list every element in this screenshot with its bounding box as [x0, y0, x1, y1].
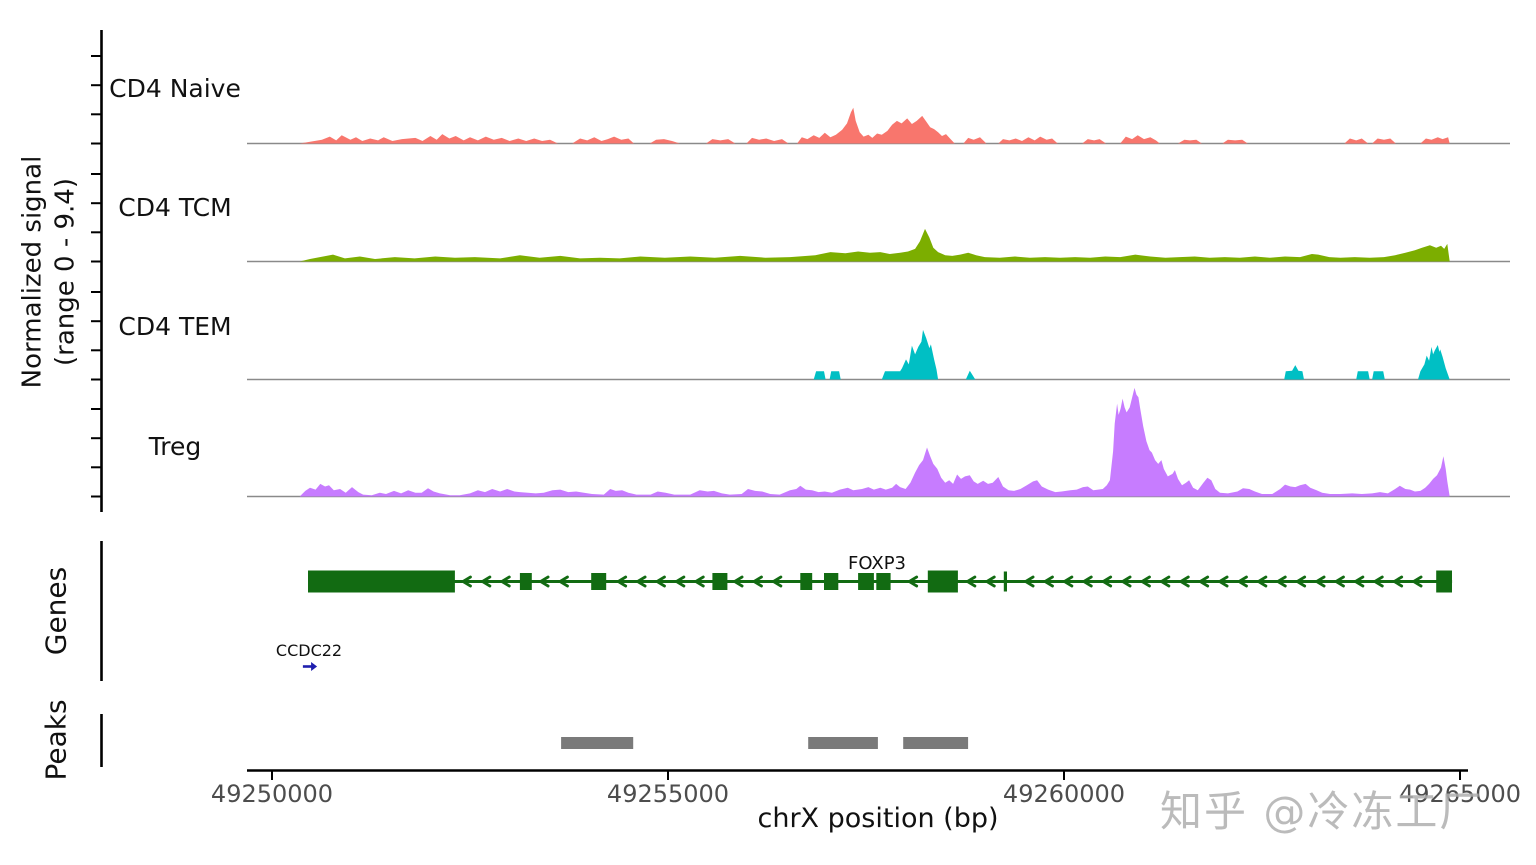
- strand-arrow-left-icon: [1022, 575, 1035, 588]
- y-axis-label: Normalized signal (range 0 - 9.4): [17, 156, 82, 389]
- peak-region-0: [561, 737, 634, 749]
- strand-arrow-left-icon: [460, 575, 472, 588]
- strand-arrow-left-icon: [731, 575, 744, 588]
- foxp3-exon-0: [308, 570, 455, 593]
- strand-arrow-left-icon: [1042, 575, 1054, 588]
- strand-arrow-left-icon: [1236, 575, 1248, 588]
- strand-arrow-left-icon: [537, 575, 550, 588]
- strand-arrow-left-icon: [751, 575, 763, 588]
- strand-arrow-left-icon: [634, 575, 647, 588]
- foxp3-exon-1: [519, 573, 532, 590]
- x-axis-title: chrX position (bp): [757, 803, 999, 834]
- gene-label-foxp3: FOXP3: [847, 553, 907, 574]
- strand-arrow-left-icon: [673, 575, 686, 588]
- foxp3-exon-2: [591, 573, 607, 590]
- foxp3-exon-9: [1003, 571, 1007, 592]
- foxp3-exon-6: [858, 573, 874, 590]
- strand-arrow-left-icon: [499, 575, 511, 588]
- foxp3-exon-8: [927, 570, 958, 593]
- signal-area-treg: [299, 387, 1450, 497]
- strand-arrow-left-icon: [1255, 575, 1268, 588]
- strand-arrow-left-icon: [1294, 575, 1307, 588]
- peaks-section-label: Peaks: [39, 699, 73, 781]
- foxp3-exon-3: [712, 573, 728, 590]
- strand-arrow-left-icon: [1333, 575, 1345, 588]
- foxp3-exon-7: [876, 573, 891, 590]
- strand-arrow-left-icon: [984, 575, 996, 588]
- signal-area-cd4-tem: [299, 329, 1450, 380]
- strand-arrow-left-icon: [1313, 575, 1326, 588]
- strand-arrow-right-icon: [311, 662, 318, 671]
- track-label-cd4-naive: CD4 Naive: [109, 74, 241, 103]
- strand-arrow-left-icon: [1178, 575, 1190, 588]
- track-label-treg: Treg: [148, 432, 202, 461]
- strand-arrow-left-icon: [654, 575, 666, 588]
- peak-region-1: [808, 737, 878, 749]
- x-tick-label-49260000: 49260000: [1002, 780, 1126, 808]
- genes-section-label: Genes: [39, 566, 73, 656]
- strand-arrow-left-icon: [557, 575, 569, 588]
- strand-arrow-left-icon: [1158, 575, 1171, 588]
- gene-label-ccdc22: CCDC22: [275, 641, 343, 660]
- y-axis-label-line1: Normalized signal: [17, 155, 48, 389]
- x-tick-label-49265000: 49265000: [1398, 780, 1522, 808]
- strand-arrow-left-icon: [1119, 575, 1132, 588]
- foxp3-exon-5: [824, 573, 839, 590]
- peak-region-2: [903, 737, 969, 749]
- strand-arrow-left-icon: [1139, 575, 1151, 588]
- strand-arrow-left-icon: [964, 575, 977, 588]
- strand-arrow-left-icon: [1081, 575, 1093, 588]
- strand-arrow-left-icon: [693, 575, 705, 588]
- signal-area-cd4-naive: [299, 107, 1450, 144]
- strand-arrow-left-icon: [1410, 575, 1423, 588]
- strand-arrow-left-icon: [1372, 575, 1384, 588]
- strand-arrow-left-icon: [1275, 575, 1287, 588]
- strand-arrow-left-icon: [1216, 575, 1229, 588]
- strand-arrow-left-icon: [1391, 575, 1404, 588]
- track-label-cd4-tcm: CD4 TCM: [118, 193, 232, 222]
- x-tick-label-49255000: 49255000: [606, 780, 730, 808]
- watermark: 知乎 @冷冻工厂: [1160, 787, 1484, 836]
- signal-area-cd4-tcm: [299, 228, 1450, 262]
- track-label-cd4-tem: CD4 TEM: [118, 312, 232, 341]
- strand-arrow-left-icon: [1100, 575, 1113, 588]
- strand-arrow-left-icon: [906, 575, 919, 588]
- foxp3-exon-10: [1436, 570, 1452, 593]
- strand-arrow-left-icon: [615, 575, 628, 588]
- strand-arrow-left-icon: [770, 575, 783, 588]
- strand-arrow-left-icon: [1352, 575, 1365, 588]
- strand-arrow-left-icon: [1061, 575, 1074, 588]
- strand-arrow-left-icon: [1197, 575, 1210, 588]
- foxp3-exon-4: [800, 573, 813, 590]
- strand-arrow-left-icon: [479, 575, 492, 588]
- y-axis-label-line2: (range 0 - 9.4): [50, 178, 80, 366]
- x-tick-label-49250000: 49250000: [210, 780, 334, 808]
